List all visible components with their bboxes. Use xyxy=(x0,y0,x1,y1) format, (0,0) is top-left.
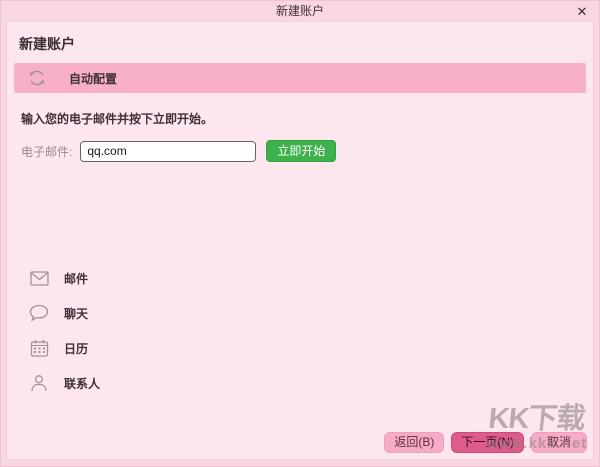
titlebar: 新建账户 xyxy=(1,1,599,21)
service-label: 聊天 xyxy=(64,306,89,321)
email-row: 电子邮件: 立即开始 xyxy=(21,140,337,162)
instruction-text: 输入您的电子邮件并按下立即开始。 xyxy=(21,112,214,126)
start-now-button[interactable]: 立即开始 xyxy=(266,140,337,162)
window-title: 新建账户 xyxy=(275,4,324,18)
email-input[interactable] xyxy=(80,140,257,162)
close-icon[interactable]: ✕ xyxy=(576,4,588,19)
contacts-icon xyxy=(29,373,49,393)
mail-icon xyxy=(29,268,49,288)
cancel-button[interactable]: 取消 xyxy=(531,432,587,453)
service-item-contacts[interactable]: 联系人 xyxy=(29,373,100,393)
service-label: 邮件 xyxy=(64,271,89,286)
page-title: 新建账户 xyxy=(19,36,75,52)
back-button[interactable]: 返回(B) xyxy=(384,432,445,453)
calendar-icon xyxy=(29,338,49,358)
autoconfig-label: 自动配置 xyxy=(69,71,118,86)
chat-icon xyxy=(29,303,49,323)
dialog-content: 新建账户 自动配置 输入您的电子邮件并按下立即开始。 电子邮件: 立即开始 xyxy=(6,21,594,460)
service-label: 联系人 xyxy=(64,376,101,391)
service-item-chat[interactable]: 聊天 xyxy=(29,303,100,323)
dialog-footer: 返回(B) 下一页(N) 取消 xyxy=(384,432,587,453)
service-list: 邮件 聊天 xyxy=(29,268,100,408)
email-label: 电子邮件: xyxy=(21,144,73,159)
autoconfig-section-header[interactable]: 自动配置 xyxy=(14,63,586,93)
refresh-icon xyxy=(27,68,47,88)
service-label: 日历 xyxy=(64,341,89,356)
next-button[interactable]: 下一页(N) xyxy=(451,432,524,453)
service-item-calendar[interactable]: 日历 xyxy=(29,338,100,358)
service-item-mail[interactable]: 邮件 xyxy=(29,268,100,288)
